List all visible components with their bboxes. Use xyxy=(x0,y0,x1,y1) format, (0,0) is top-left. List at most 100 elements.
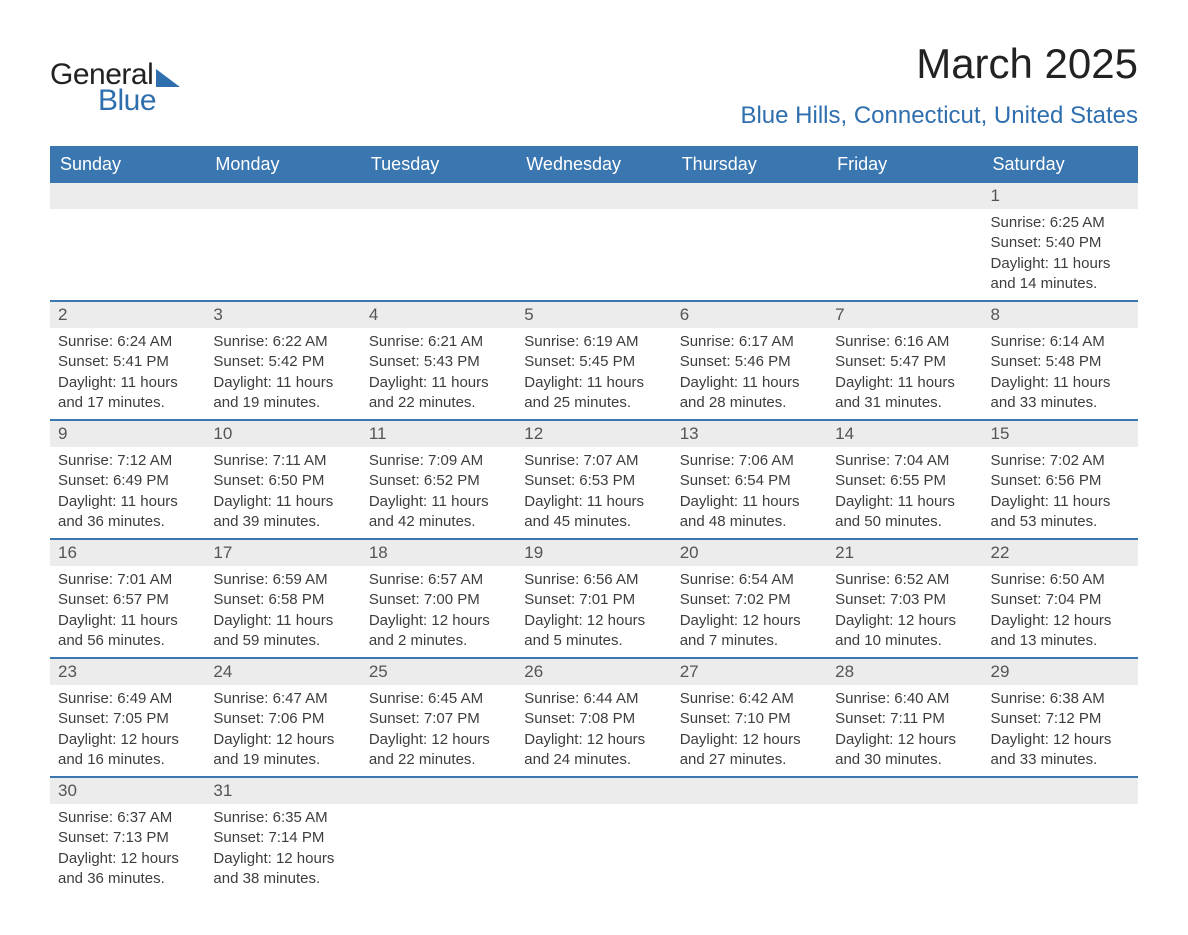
daylight-text: Daylight: 12 hours and 30 minutes. xyxy=(835,730,974,771)
day-cell: 1Sunrise: 6:25 AMSunset: 5:40 PMDaylight… xyxy=(983,183,1138,300)
week-row: 2Sunrise: 6:24 AMSunset: 5:41 PMDaylight… xyxy=(50,300,1138,419)
daylight-text: Daylight: 11 hours and 42 minutes. xyxy=(369,492,508,533)
day-cell: 29Sunrise: 6:38 AMSunset: 7:12 PMDayligh… xyxy=(983,659,1138,776)
daylight-text: Daylight: 11 hours and 45 minutes. xyxy=(524,492,663,533)
daylight-text: Daylight: 11 hours and 53 minutes. xyxy=(991,492,1130,533)
day-number: 26 xyxy=(516,659,671,685)
day-cell: 4Sunrise: 6:21 AMSunset: 5:43 PMDaylight… xyxy=(361,302,516,419)
sunset-text: Sunset: 5:42 PM xyxy=(213,352,352,372)
day-cell xyxy=(516,183,671,300)
daylight-text: Daylight: 12 hours and 27 minutes. xyxy=(680,730,819,771)
day-cell xyxy=(672,183,827,300)
brand-word-blue: Blue xyxy=(98,84,180,118)
day-cell: 31Sunrise: 6:35 AMSunset: 7:14 PMDayligh… xyxy=(205,778,360,895)
day-number xyxy=(983,778,1138,804)
day-number: 29 xyxy=(983,659,1138,685)
day-number: 16 xyxy=(50,540,205,566)
day-number xyxy=(672,778,827,804)
day-number xyxy=(205,183,360,209)
day-body: Sunrise: 6:14 AMSunset: 5:48 PMDaylight:… xyxy=(983,328,1138,419)
day-number: 28 xyxy=(827,659,982,685)
sunset-text: Sunset: 5:43 PM xyxy=(369,352,508,372)
day-header: Tuesday xyxy=(361,146,516,183)
day-body: Sunrise: 6:17 AMSunset: 5:46 PMDaylight:… xyxy=(672,328,827,419)
daylight-text: Daylight: 12 hours and 16 minutes. xyxy=(58,730,197,771)
day-number: 21 xyxy=(827,540,982,566)
day-number: 23 xyxy=(50,659,205,685)
sunrise-text: Sunrise: 7:06 AM xyxy=(680,451,819,471)
sunset-text: Sunset: 7:13 PM xyxy=(58,828,197,848)
sunset-text: Sunset: 6:53 PM xyxy=(524,471,663,491)
sunset-text: Sunset: 7:00 PM xyxy=(369,590,508,610)
sunrise-text: Sunrise: 6:16 AM xyxy=(835,332,974,352)
day-number: 7 xyxy=(827,302,982,328)
day-cell: 25Sunrise: 6:45 AMSunset: 7:07 PMDayligh… xyxy=(361,659,516,776)
day-body: Sunrise: 6:44 AMSunset: 7:08 PMDaylight:… xyxy=(516,685,671,776)
sunset-text: Sunset: 6:56 PM xyxy=(991,471,1130,491)
header: General Blue March 2025 Blue Hills, Conn… xyxy=(50,40,1138,130)
day-header: Monday xyxy=(205,146,360,183)
sunrise-text: Sunrise: 6:49 AM xyxy=(58,689,197,709)
sunset-text: Sunset: 6:49 PM xyxy=(58,471,197,491)
day-number xyxy=(361,183,516,209)
day-body: Sunrise: 7:02 AMSunset: 6:56 PMDaylight:… xyxy=(983,447,1138,538)
day-cell: 8Sunrise: 6:14 AMSunset: 5:48 PMDaylight… xyxy=(983,302,1138,419)
day-number: 20 xyxy=(672,540,827,566)
weeks-container: 1Sunrise: 6:25 AMSunset: 5:40 PMDaylight… xyxy=(50,183,1138,895)
daylight-text: Daylight: 11 hours and 25 minutes. xyxy=(524,373,663,414)
day-cell xyxy=(205,183,360,300)
day-cell: 17Sunrise: 6:59 AMSunset: 6:58 PMDayligh… xyxy=(205,540,360,657)
sunset-text: Sunset: 5:45 PM xyxy=(524,352,663,372)
day-cell xyxy=(361,183,516,300)
day-number: 3 xyxy=(205,302,360,328)
sunset-text: Sunset: 7:11 PM xyxy=(835,709,974,729)
day-cell: 12Sunrise: 7:07 AMSunset: 6:53 PMDayligh… xyxy=(516,421,671,538)
day-number: 18 xyxy=(361,540,516,566)
sunrise-text: Sunrise: 6:35 AM xyxy=(213,808,352,828)
sunrise-text: Sunrise: 6:42 AM xyxy=(680,689,819,709)
daylight-text: Daylight: 12 hours and 5 minutes. xyxy=(524,611,663,652)
day-cell xyxy=(50,183,205,300)
day-body xyxy=(672,209,827,289)
month-title: March 2025 xyxy=(740,40,1138,88)
week-row: 30Sunrise: 6:37 AMSunset: 7:13 PMDayligh… xyxy=(50,776,1138,895)
day-cell: 14Sunrise: 7:04 AMSunset: 6:55 PMDayligh… xyxy=(827,421,982,538)
sunset-text: Sunset: 5:47 PM xyxy=(835,352,974,372)
day-number: 25 xyxy=(361,659,516,685)
sunset-text: Sunset: 6:58 PM xyxy=(213,590,352,610)
day-cell: 21Sunrise: 6:52 AMSunset: 7:03 PMDayligh… xyxy=(827,540,982,657)
daylight-text: Daylight: 11 hours and 14 minutes. xyxy=(991,254,1130,295)
day-body: Sunrise: 6:24 AMSunset: 5:41 PMDaylight:… xyxy=(50,328,205,419)
sunrise-text: Sunrise: 7:04 AM xyxy=(835,451,974,471)
day-number xyxy=(672,183,827,209)
sunset-text: Sunset: 5:41 PM xyxy=(58,352,197,372)
day-cell xyxy=(516,778,671,895)
day-cell: 11Sunrise: 7:09 AMSunset: 6:52 PMDayligh… xyxy=(361,421,516,538)
day-number: 14 xyxy=(827,421,982,447)
daylight-text: Daylight: 11 hours and 36 minutes. xyxy=(58,492,197,533)
day-body: Sunrise: 6:38 AMSunset: 7:12 PMDaylight:… xyxy=(983,685,1138,776)
sunrise-text: Sunrise: 6:22 AM xyxy=(213,332,352,352)
sunrise-text: Sunrise: 7:01 AM xyxy=(58,570,197,590)
day-body: Sunrise: 6:42 AMSunset: 7:10 PMDaylight:… xyxy=(672,685,827,776)
sunrise-text: Sunrise: 6:57 AM xyxy=(369,570,508,590)
day-body: Sunrise: 6:21 AMSunset: 5:43 PMDaylight:… xyxy=(361,328,516,419)
day-cell: 15Sunrise: 7:02 AMSunset: 6:56 PMDayligh… xyxy=(983,421,1138,538)
day-number xyxy=(516,183,671,209)
daylight-text: Daylight: 12 hours and 36 minutes. xyxy=(58,849,197,890)
day-number xyxy=(361,778,516,804)
day-cell: 3Sunrise: 6:22 AMSunset: 5:42 PMDaylight… xyxy=(205,302,360,419)
day-number: 24 xyxy=(205,659,360,685)
day-body xyxy=(983,804,1138,884)
day-cell: 30Sunrise: 6:37 AMSunset: 7:13 PMDayligh… xyxy=(50,778,205,895)
day-cell: 18Sunrise: 6:57 AMSunset: 7:00 PMDayligh… xyxy=(361,540,516,657)
day-number: 27 xyxy=(672,659,827,685)
day-body: Sunrise: 6:57 AMSunset: 7:00 PMDaylight:… xyxy=(361,566,516,657)
day-number xyxy=(827,778,982,804)
daylight-text: Daylight: 11 hours and 28 minutes. xyxy=(680,373,819,414)
day-number: 5 xyxy=(516,302,671,328)
calendar: SundayMondayTuesdayWednesdayThursdayFrid… xyxy=(50,146,1138,895)
day-body xyxy=(50,209,205,289)
day-body: Sunrise: 7:06 AMSunset: 6:54 PMDaylight:… xyxy=(672,447,827,538)
day-cell: 5Sunrise: 6:19 AMSunset: 5:45 PMDaylight… xyxy=(516,302,671,419)
